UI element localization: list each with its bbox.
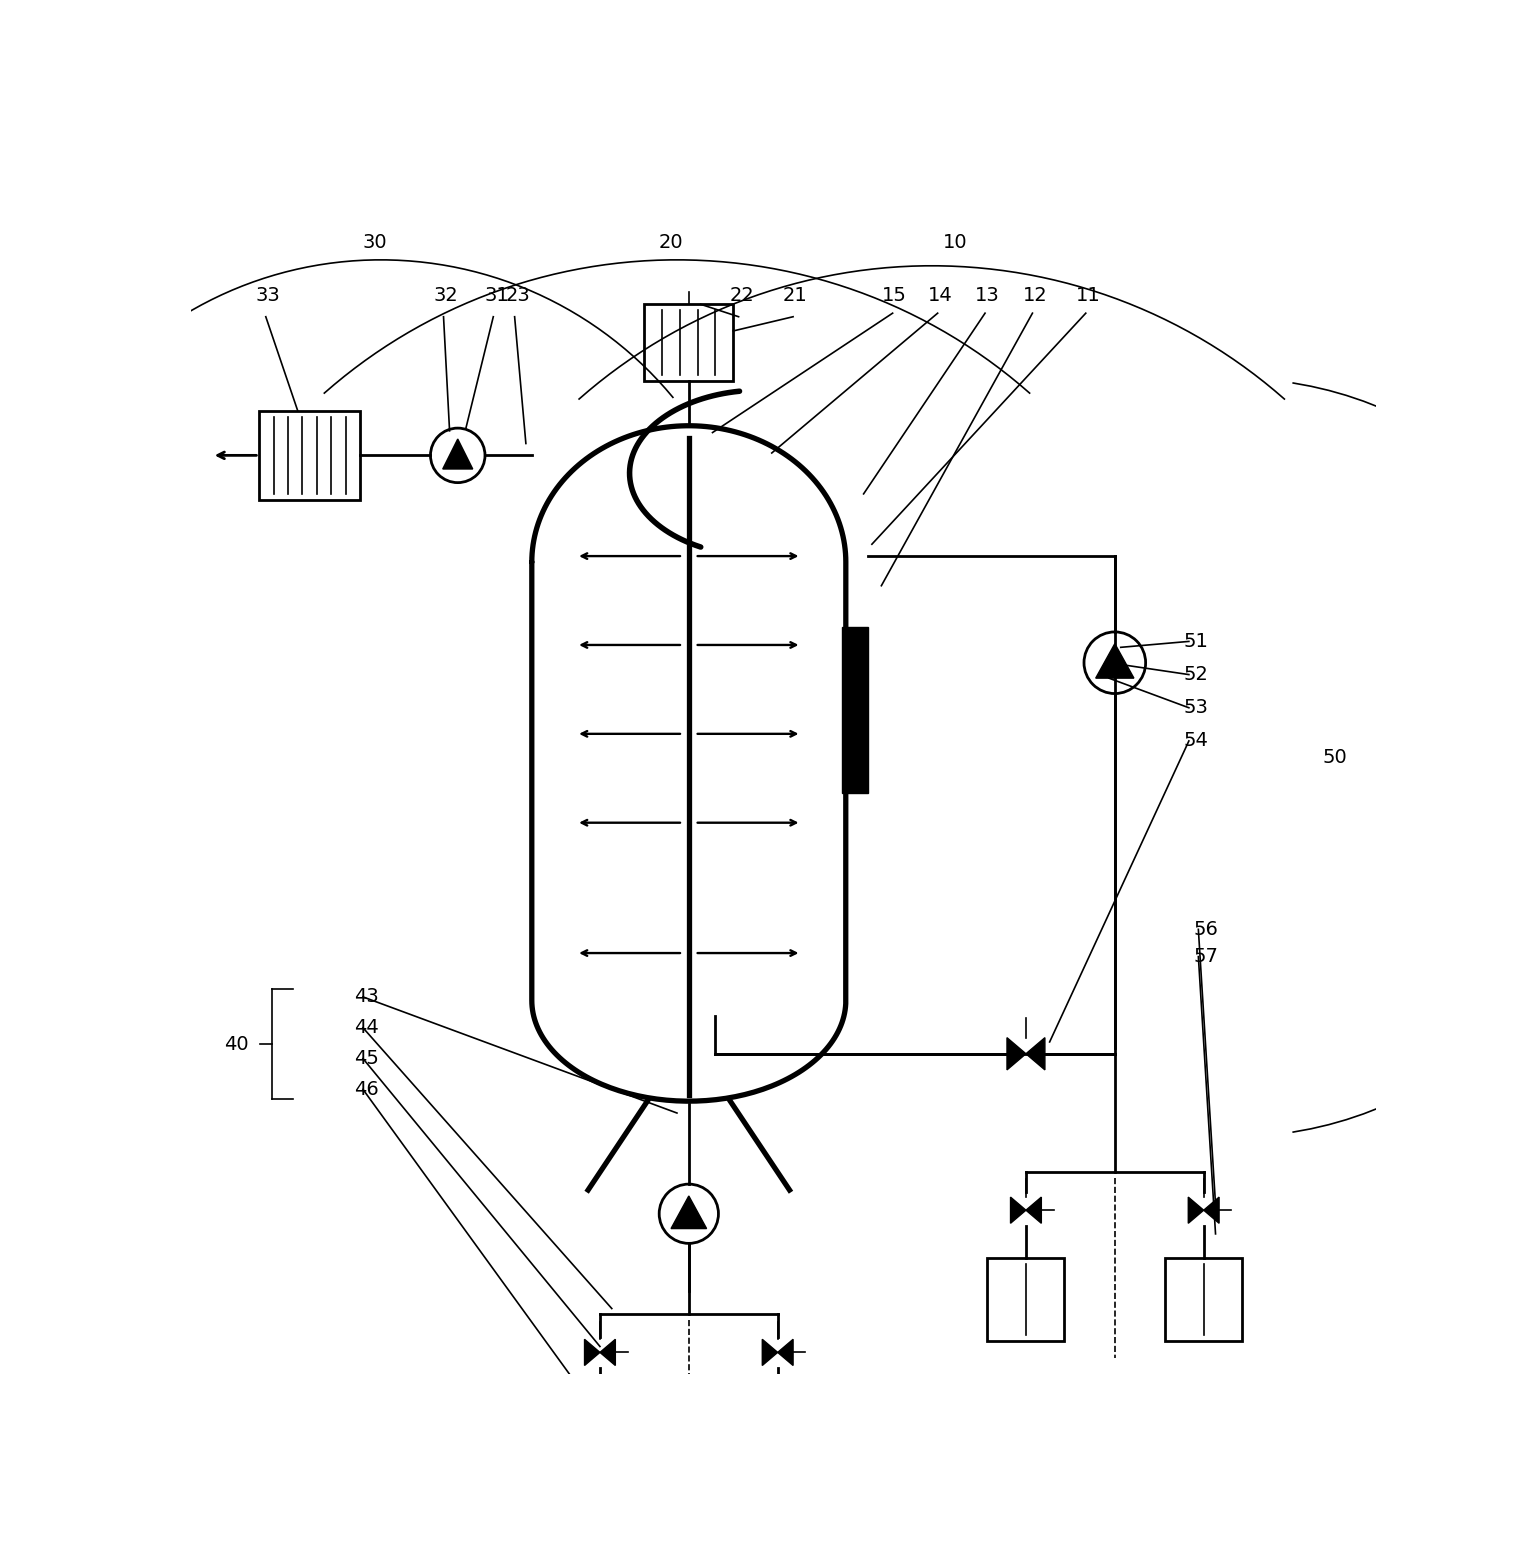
Bar (739, 1400, 816, 1482)
Text: 51: 51 (1183, 631, 1208, 651)
Polygon shape (1011, 1197, 1026, 1224)
Text: 23: 23 (506, 286, 531, 305)
Polygon shape (599, 1340, 615, 1366)
Text: 33: 33 (255, 286, 280, 305)
Text: 53: 53 (1183, 698, 1208, 718)
Circle shape (431, 429, 485, 483)
Polygon shape (671, 1196, 706, 1228)
Bar (644, 305, 734, 381)
Polygon shape (778, 1340, 794, 1366)
Polygon shape (1008, 1038, 1026, 1071)
Text: 57: 57 (1193, 947, 1219, 967)
Text: 52: 52 (1183, 665, 1208, 684)
Text: 56: 56 (1193, 920, 1219, 939)
Text: 45: 45 (355, 1049, 379, 1067)
Polygon shape (1096, 644, 1135, 678)
Polygon shape (1026, 1197, 1041, 1224)
Polygon shape (1203, 1197, 1219, 1224)
Circle shape (1084, 631, 1145, 693)
Text: 22: 22 (729, 286, 754, 305)
Text: 44: 44 (355, 1018, 379, 1036)
Text: 12: 12 (1023, 286, 1047, 305)
Text: 31: 31 (485, 286, 509, 305)
Polygon shape (1026, 1038, 1044, 1071)
Text: 50: 50 (1323, 749, 1347, 767)
Bar (988, 1258, 1064, 1341)
Text: 14: 14 (928, 286, 953, 305)
Bar (260, 412, 359, 500)
Text: 30: 30 (362, 232, 387, 252)
Bar (1165, 1258, 1242, 1341)
Text: 11: 11 (1076, 286, 1101, 305)
Text: 15: 15 (881, 286, 907, 305)
Text: 10: 10 (943, 232, 968, 252)
Text: 13: 13 (976, 286, 1000, 305)
Bar (842, 627, 868, 794)
Text: 20: 20 (659, 232, 683, 252)
Bar (561, 1400, 639, 1482)
Polygon shape (763, 1340, 778, 1366)
Text: 46: 46 (355, 1080, 379, 1098)
Polygon shape (1188, 1197, 1203, 1224)
Circle shape (659, 1183, 719, 1244)
Text: 32: 32 (434, 286, 459, 305)
Text: 40: 40 (223, 1035, 249, 1054)
Text: 43: 43 (355, 987, 379, 1007)
Text: 54: 54 (1183, 732, 1208, 750)
Polygon shape (443, 439, 472, 469)
Polygon shape (584, 1340, 599, 1366)
Text: 21: 21 (783, 286, 807, 305)
